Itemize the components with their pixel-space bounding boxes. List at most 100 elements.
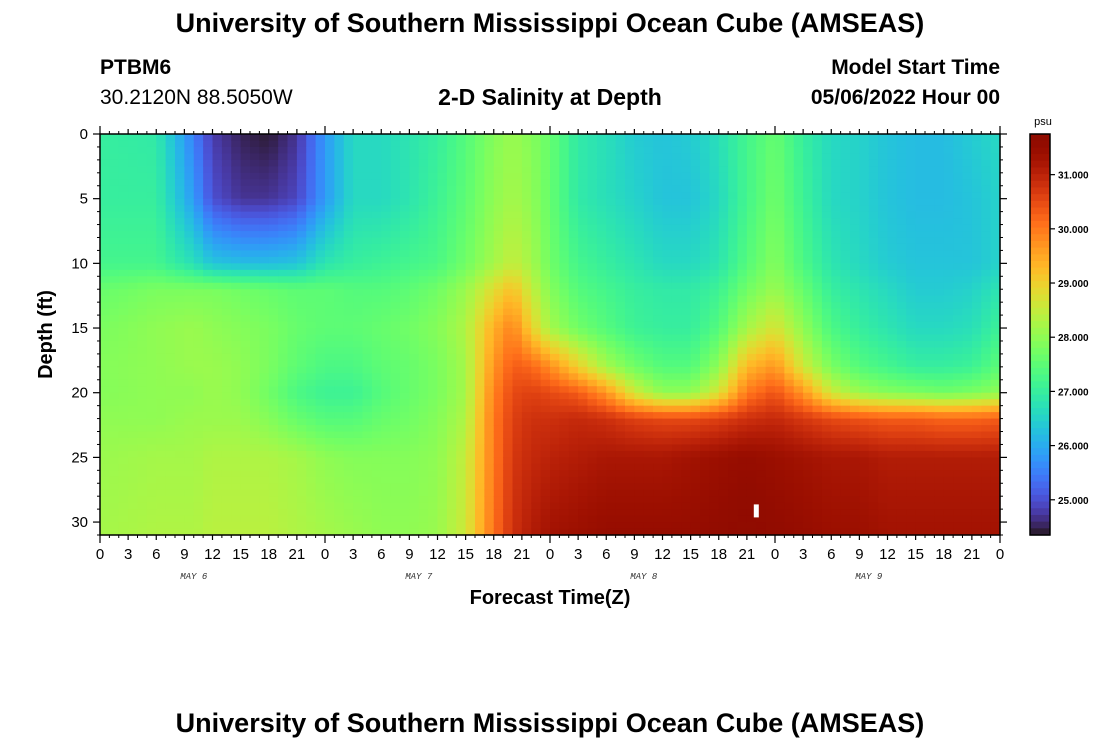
heatmap-cell: [643, 476, 654, 484]
heatmap-cell: [512, 366, 523, 374]
heatmap-cell: [315, 250, 326, 258]
heatmap-cell: [212, 431, 223, 439]
heatmap-cell: [634, 476, 645, 484]
heatmap-cell: [371, 418, 382, 426]
heatmap-cell: [784, 243, 795, 252]
heatmap-cell: [259, 509, 270, 517]
heatmap-cell: [343, 237, 354, 245]
heatmap-cell: [343, 360, 354, 368]
heatmap-cell: [550, 457, 560, 465]
heatmap-cell: [203, 496, 214, 504]
heatmap-cell: [221, 340, 232, 349]
heatmap-cell: [296, 522, 307, 530]
heatmap-cell: [475, 153, 485, 161]
heatmap-cell: [306, 412, 317, 420]
heatmap-cell: [212, 489, 223, 497]
heatmap-cell: [643, 328, 654, 336]
heatmap-cell: [540, 211, 551, 219]
heatmap-cell: [296, 269, 307, 277]
heatmap-cell: [334, 373, 345, 381]
heatmap-cell: [156, 218, 167, 226]
heatmap-cell: [165, 198, 176, 206]
heatmap-cell: [503, 276, 514, 284]
heatmap-cell: [559, 509, 570, 517]
heatmap-cell: [606, 218, 617, 226]
heatmap-cell: [221, 528, 232, 536]
heatmap-cell: [418, 205, 429, 213]
heatmap-cell: [475, 224, 485, 232]
heatmap-cell: [784, 496, 795, 504]
heatmap-cell: [662, 166, 673, 174]
heatmap-cell: [109, 172, 120, 180]
heatmap-cell: [306, 218, 317, 226]
heatmap-cell: [409, 444, 420, 452]
heatmap-cell: [156, 496, 167, 504]
heatmap-cell: [109, 231, 120, 239]
heatmap-cell: [840, 198, 851, 206]
heatmap-cell: [559, 218, 570, 226]
heatmap-cell: [165, 256, 176, 264]
heatmap-cell: [756, 509, 767, 517]
heatmap-cell: [353, 295, 364, 303]
heatmap-cell: [418, 502, 429, 510]
heatmap-cell: [100, 269, 110, 277]
heatmap-cell: [437, 347, 448, 355]
heatmap-cell: [578, 373, 589, 381]
heatmap-cell: [578, 218, 589, 226]
heatmap-cell: [250, 192, 260, 200]
heatmap-cell: [390, 431, 401, 439]
heatmap-cell: [540, 444, 551, 452]
heatmap-cell: [737, 360, 748, 368]
heatmap-cell: [437, 218, 448, 226]
heatmap-cell: [100, 134, 110, 142]
heatmap-cell: [831, 399, 842, 407]
heatmap-cell: [306, 315, 317, 323]
heatmap-cell: [765, 211, 776, 219]
heatmap-cell: [156, 166, 167, 174]
heatmap-cell: [475, 392, 485, 400]
heatmap-cell: [662, 282, 673, 290]
heatmap-cell: [428, 308, 439, 316]
heatmap-cell: [278, 502, 289, 510]
heatmap-cell: [128, 418, 139, 426]
heatmap-cell: [193, 159, 204, 167]
heatmap-cell: [381, 192, 392, 200]
heatmap-cell: [700, 405, 710, 413]
heatmap-cell: [784, 392, 795, 400]
heatmap-cell: [100, 192, 110, 200]
heatmap-cell: [850, 315, 860, 323]
heatmap-cell: [156, 192, 167, 200]
heatmap-cell: [521, 211, 532, 219]
heatmap-cell: [606, 140, 617, 148]
heatmap-cell: [484, 140, 495, 148]
heatmap-cell: [315, 153, 326, 161]
heatmap-cell: [821, 192, 832, 200]
heatmap-cell: [400, 218, 410, 226]
heatmap-cell: [203, 250, 214, 258]
heatmap-cell: [531, 159, 542, 167]
heatmap-cell: [428, 282, 439, 290]
heatmap-cell: [409, 489, 420, 497]
heatmap-cell: [165, 412, 176, 420]
heatmap-cell: [418, 328, 429, 336]
heatmap-cell: [325, 522, 335, 530]
heatmap-cell: [409, 347, 420, 355]
heatmap-cell: [521, 282, 532, 290]
heatmap-cell: [146, 211, 157, 219]
heatmap-cell: [737, 308, 748, 316]
heatmap-cell: [118, 386, 129, 394]
heatmap-cell: [709, 159, 720, 167]
heatmap-cell: [587, 205, 598, 213]
heatmap-cell: [437, 256, 448, 264]
heatmap-cell: [615, 470, 626, 478]
heatmap-cell: [109, 392, 120, 400]
heatmap-cell: [700, 373, 710, 381]
heatmap-cell: [156, 476, 167, 484]
heatmap-cell: [568, 256, 579, 264]
heatmap-cell: [521, 308, 532, 316]
heatmap-cell: [634, 315, 645, 323]
heatmap-cell: [128, 192, 139, 200]
heatmap-cell: [475, 412, 485, 420]
heatmap-cell: [625, 231, 635, 239]
heatmap-cell: [156, 379, 167, 387]
